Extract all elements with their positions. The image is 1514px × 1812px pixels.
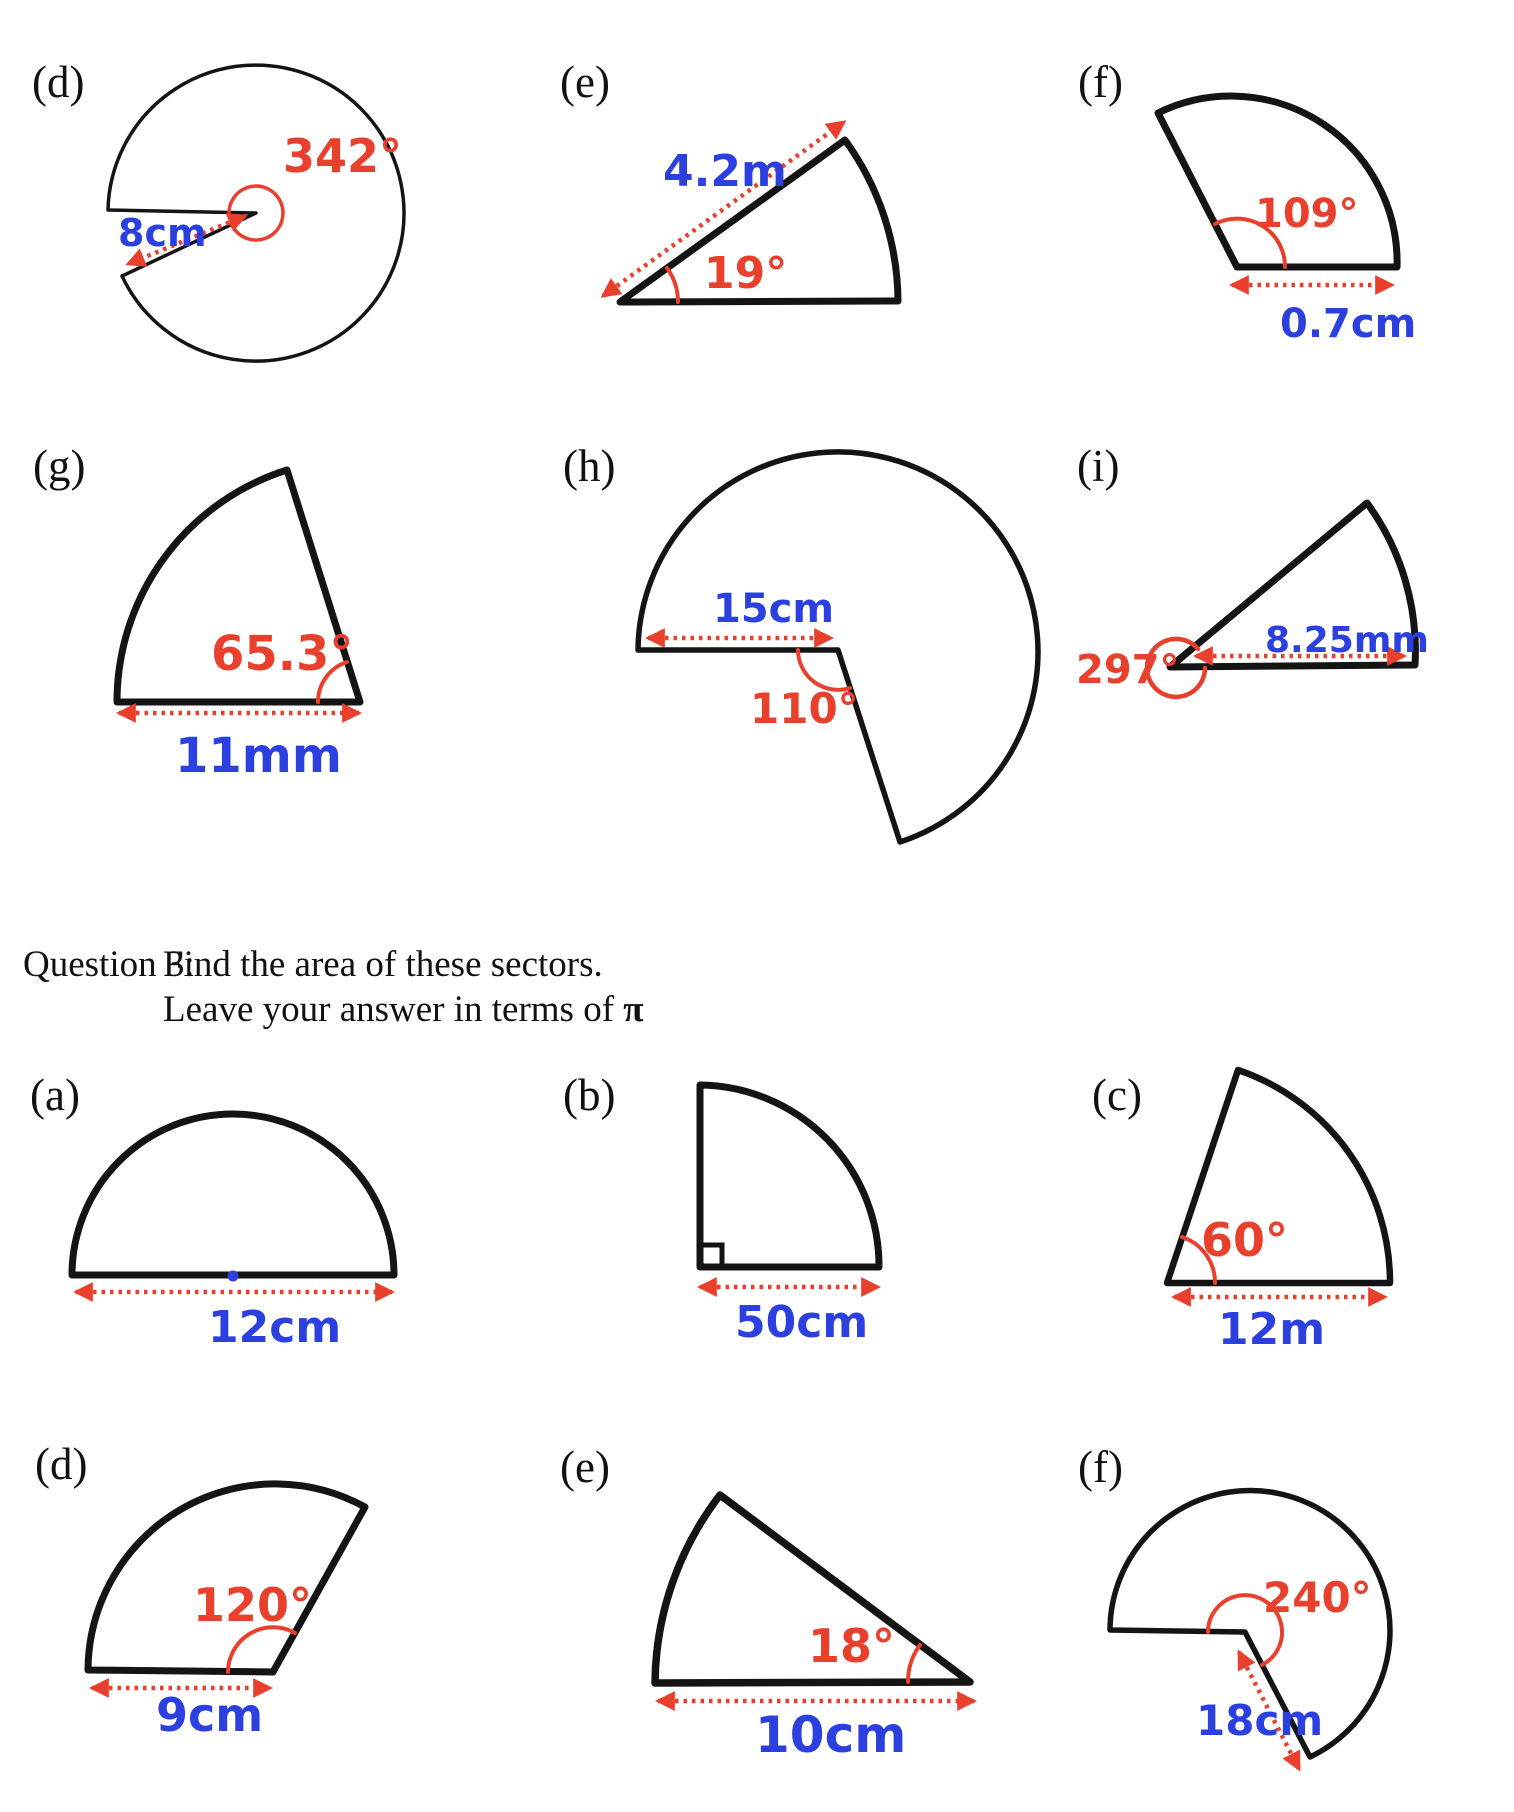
sector-figure-q3a: (a) 12cm	[30, 1070, 398, 1353]
figure-label: (i)	[1077, 441, 1119, 491]
sector-figure-q2g: (g) 65.3° 11mm	[33, 441, 364, 784]
figure-label: (e)	[560, 57, 610, 107]
measure-label: 12cm	[208, 1302, 341, 1353]
angle-arc	[226, 1625, 297, 1674]
sector-shape	[1166, 499, 1419, 671]
radius-dimension-arrow	[600, 120, 847, 298]
figure-label: (f)	[1078, 57, 1123, 107]
angle-arc	[227, 184, 285, 242]
sector-figure-q3d: (d) 120° 9cm	[35, 1439, 369, 1742]
question-instruction-line1: Find the area of these sectors.	[163, 944, 603, 985]
instruction-text: Leave your answer in terms of	[163, 989, 623, 1030]
sector-figure-q3b: (b) 50cm	[563, 1070, 883, 1348]
figure-label: (b)	[563, 1070, 615, 1120]
measure-label: 8.25mm	[1265, 620, 1429, 661]
angle-label: 110°	[750, 684, 859, 733]
angle-label: 60°	[1201, 1213, 1288, 1267]
sector-figure-q3f: (f) 240° 18cm	[1078, 1442, 1393, 1772]
angle-label: 240°	[1263, 1573, 1372, 1622]
measure-label: 8cm	[118, 211, 207, 255]
angle-label: 65.3°	[211, 626, 353, 682]
sector-figure-q2e: (e) 19° 4.2m	[560, 57, 902, 306]
question3-heading: Question 3: Find the area of these secto…	[23, 944, 644, 1030]
angle-arc	[796, 648, 852, 692]
question-instruction-line2: Leave your answer in terms of π	[163, 989, 644, 1030]
measure-label: 15cm	[713, 586, 834, 632]
angle-arc	[1144, 636, 1208, 700]
pi-symbol: π	[623, 989, 643, 1030]
sector-shape	[113, 466, 364, 706]
measure-label: 11mm	[175, 728, 342, 784]
measure-label: 12m	[1218, 1304, 1325, 1355]
figure-label: (d)	[32, 57, 84, 107]
question-number: Question 3:	[23, 944, 195, 985]
sector-shape	[696, 1081, 883, 1271]
figure-label: (d)	[35, 1439, 87, 1489]
sector-figure-q2h: (h) 110° 15cm	[563, 441, 1041, 845]
angle-label: 109°	[1255, 191, 1359, 237]
measure-label: 18cm	[1196, 1696, 1323, 1745]
sector-shape	[106, 63, 406, 363]
right-angle-marker	[700, 1242, 725, 1267]
sector-figure-q3c: (c) 60° 12m	[1092, 1066, 1394, 1355]
figure-label: (g)	[33, 441, 85, 491]
measure-label: 50cm	[735, 1297, 868, 1348]
angle-label: 120°	[193, 1578, 312, 1632]
sector-shape	[635, 449, 1041, 845]
center-dot	[227, 1270, 239, 1282]
sector-shape	[1107, 1487, 1393, 1760]
measure-label: 0.7cm	[1280, 301, 1416, 347]
sector-shape	[1163, 1066, 1394, 1287]
sector-figure-q2d: (d) 342° 8cm	[32, 57, 406, 363]
figure-label: (e)	[560, 1442, 610, 1492]
sector-figure-q2f: (f) 109° 0.7cm	[1078, 57, 1416, 347]
angle-label: 342°	[283, 129, 402, 183]
sector-figure-q3e: (e) 18° 10cm	[560, 1442, 977, 1764]
sector-figure-q2i: (i) 297° 8.25mm	[1076, 441, 1429, 700]
sector-shape	[651, 1491, 974, 1687]
angle-arc	[1206, 1593, 1284, 1667]
angle-arc	[1180, 1235, 1218, 1285]
angle-arc	[315, 660, 349, 704]
figure-label: (c)	[1092, 1070, 1142, 1120]
figure-label: (f)	[1078, 1442, 1123, 1492]
figure-label: (a)	[30, 1070, 80, 1120]
angle-arc	[905, 1643, 922, 1684]
sector-shape	[68, 1110, 398, 1279]
measure-label: 9cm	[156, 1688, 263, 1742]
measure-label: 10cm	[755, 1706, 906, 1764]
angle-label: 297°	[1076, 647, 1180, 693]
measure-label: 4.2m	[663, 146, 787, 197]
angle-arc	[1213, 216, 1288, 269]
angle-label: 19°	[704, 248, 787, 299]
figure-label: (h)	[563, 441, 615, 491]
sector-shape	[84, 1480, 369, 1676]
angle-label: 18°	[808, 1619, 895, 1673]
radius-dimension-arrow	[125, 213, 248, 267]
